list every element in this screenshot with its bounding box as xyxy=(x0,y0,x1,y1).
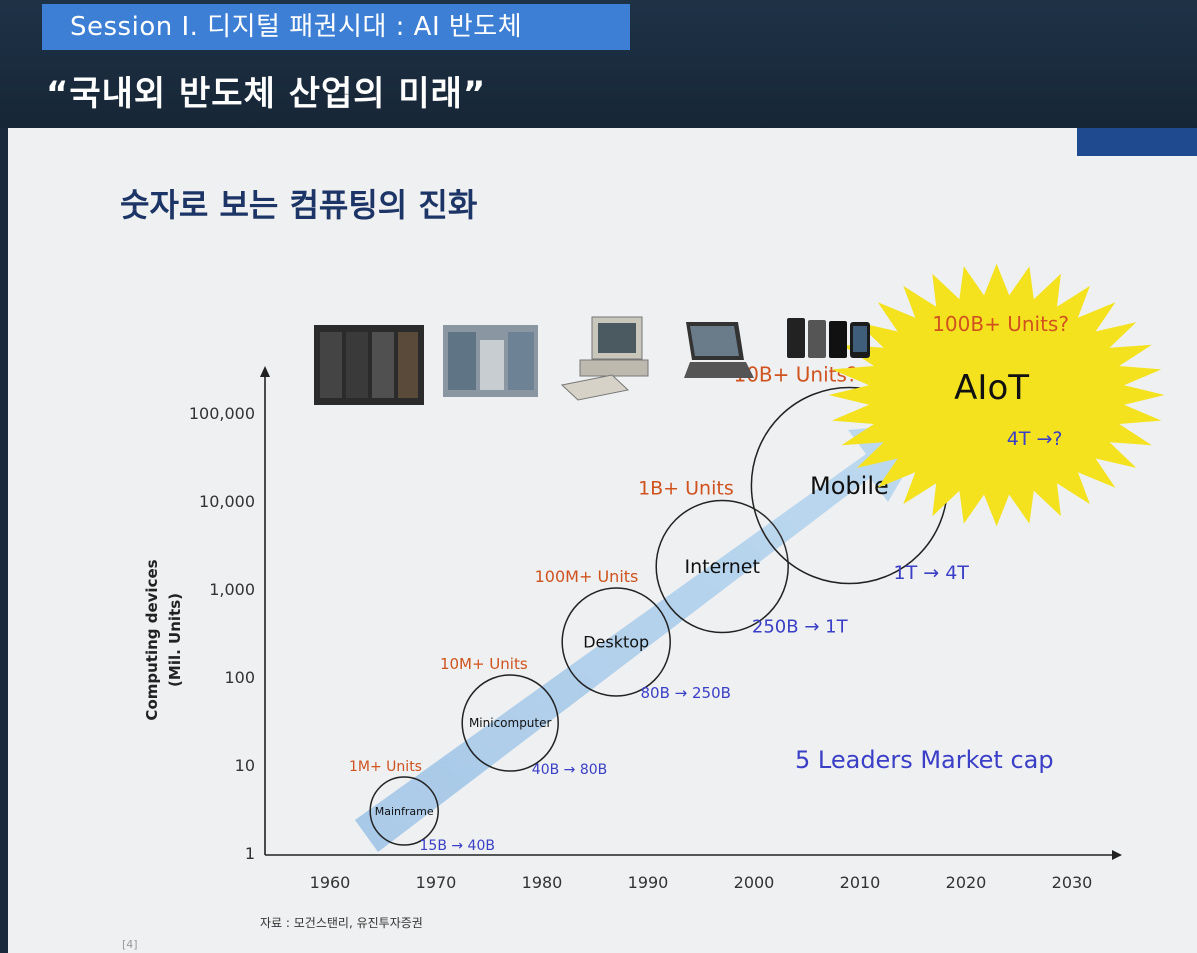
header-bar: Session I. 디지털 패권시대 : AI 반도체 “국내외 반도체 산업… xyxy=(0,0,1197,128)
x-tick-label: 2020 xyxy=(946,873,987,892)
units-label: 100B+ Units? xyxy=(932,312,1069,336)
market-cap-label: 15B → 40B xyxy=(420,838,495,854)
units-label: 1B+ Units xyxy=(638,478,734,500)
session-badge: Session I. 디지털 패권시대 : AI 반도체 xyxy=(42,4,630,50)
units-label: 1M+ Units xyxy=(349,759,422,775)
market-cap-label: 80B → 250B xyxy=(641,684,731,702)
slide: 숫자로 보는 컴퓨팅의 진화 자료 : 모건스탠리, 유진투자증권 [4] xyxy=(8,128,1197,953)
y-tick-label: 1 xyxy=(245,844,255,863)
era-circle xyxy=(655,499,789,634)
units-label: 10M+ Units xyxy=(440,655,528,673)
era-label: AIoT xyxy=(954,368,1029,408)
market-cap-label: 250B → 1T xyxy=(752,617,849,638)
era-label: Desktop xyxy=(583,633,649,652)
mobile-phones-image xyxy=(787,318,870,358)
x-axis-arrowhead xyxy=(1112,850,1122,860)
x-tick-label: 2000 xyxy=(734,873,775,892)
y-tick-label: 10,000 xyxy=(199,492,255,511)
page-number: [4] xyxy=(122,938,138,951)
era-label: Mobile xyxy=(810,472,889,500)
era-label: Mainframe xyxy=(375,805,434,818)
era-circle xyxy=(369,776,439,846)
era-label: Minicomputer xyxy=(469,716,552,730)
y-axis-arrowhead xyxy=(260,366,270,377)
era-label: Internet xyxy=(684,556,759,578)
presentation-title: “국내외 반도체 산업의 미래” xyxy=(46,74,487,114)
x-tick-label: 2030 xyxy=(1052,873,1093,892)
market-cap-note: 5 Leaders Market cap xyxy=(795,746,1054,774)
desktop-pc-image xyxy=(560,316,649,401)
slide-title: 숫자로 보는 컴퓨팅의 진화 xyxy=(120,186,478,224)
units-label: 100M+ Units xyxy=(535,567,639,586)
x-tick-label: 1970 xyxy=(416,873,457,892)
units-label: 10B+ Units? xyxy=(733,363,857,387)
x-tick-label: 1980 xyxy=(522,873,563,892)
growth-arrow xyxy=(355,422,935,852)
y-axis-label: (Mil. Units) xyxy=(166,593,184,687)
era-circle xyxy=(461,674,559,772)
y-tick-label: 1,000 xyxy=(209,580,255,599)
laptop-image xyxy=(684,322,754,378)
era-circle xyxy=(561,587,671,697)
x-tick-label: 1960 xyxy=(310,873,351,892)
x-tick-label: 1990 xyxy=(628,873,669,892)
market-cap-label: 40B → 80B xyxy=(532,762,607,778)
x-tick-label: 2010 xyxy=(840,873,881,892)
slide-corner-accent xyxy=(1077,128,1197,156)
y-tick-label: 100 xyxy=(224,668,255,687)
y-tick-label: 100,000 xyxy=(189,404,255,423)
market-cap-label: 1T → 4T xyxy=(894,562,970,584)
minicomputer-image xyxy=(443,325,538,397)
source-note: 자료 : 모건스탠리, 유진투자증권 xyxy=(260,916,423,930)
y-tick-label: 10 xyxy=(235,756,255,775)
y-axis-label: Computing devices xyxy=(143,559,161,720)
aiot-burst xyxy=(828,263,1165,527)
market-cap-label: 4T →? xyxy=(1007,428,1063,450)
mainframe-image xyxy=(314,325,424,405)
